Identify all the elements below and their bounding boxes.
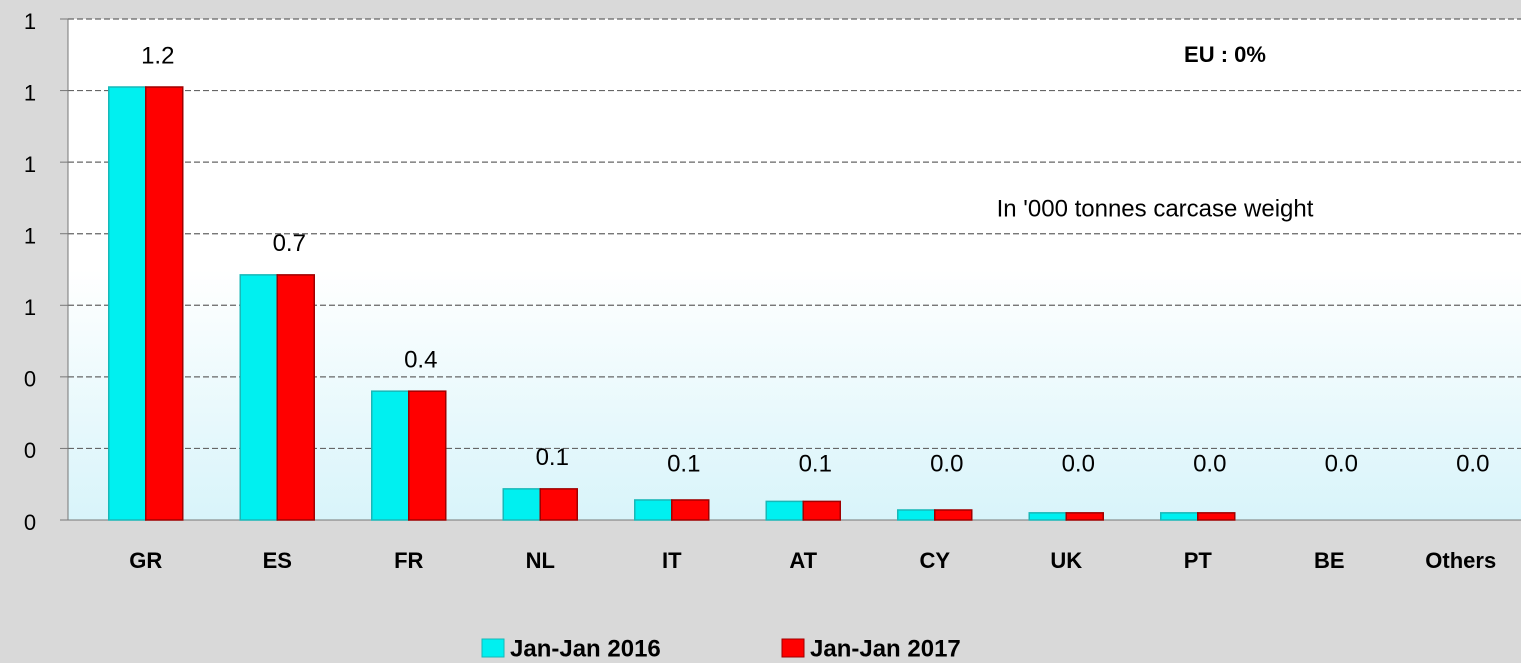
bar bbox=[239, 274, 278, 521]
x-tick-label: PT bbox=[1184, 548, 1213, 573]
y-tick-label: 0 bbox=[24, 367, 36, 392]
bar bbox=[108, 86, 147, 521]
bar bbox=[934, 509, 973, 521]
value-label: 0.0 bbox=[1456, 450, 1489, 477]
x-tick-label: FR bbox=[394, 548, 423, 573]
value-label: 0.0 bbox=[1325, 450, 1358, 477]
y-tick-label: 1 bbox=[24, 295, 36, 320]
legend-swatch bbox=[481, 638, 505, 658]
x-tick-label: UK bbox=[1050, 548, 1082, 573]
value-label: 0.0 bbox=[1062, 450, 1095, 477]
y-tick-label: 1 bbox=[24, 80, 36, 105]
legend-label: Jan-Jan 2017 bbox=[810, 635, 961, 662]
bar bbox=[276, 274, 315, 521]
x-tick-label: CY bbox=[919, 548, 950, 573]
bar bbox=[1065, 512, 1104, 521]
value-label: 0.1 bbox=[799, 450, 832, 477]
bar bbox=[1160, 512, 1199, 521]
value-label: 0.1 bbox=[536, 444, 569, 471]
value-label: 1.2 bbox=[141, 42, 174, 69]
bar bbox=[765, 500, 804, 521]
value-label: 0.1 bbox=[667, 450, 700, 477]
bar bbox=[802, 500, 841, 521]
y-tick-label: 1 bbox=[24, 152, 36, 177]
bar bbox=[145, 86, 184, 521]
legend-label: Jan-Jan 2016 bbox=[510, 635, 661, 662]
x-tick-label: GR bbox=[129, 548, 162, 573]
value-label: 0.7 bbox=[273, 230, 306, 257]
x-tick-label: NL bbox=[526, 548, 555, 573]
bar bbox=[1028, 512, 1067, 521]
y-tick-label: 1 bbox=[24, 224, 36, 249]
value-label: 0.0 bbox=[1193, 450, 1226, 477]
bar bbox=[671, 499, 710, 521]
value-label: 0.0 bbox=[930, 450, 963, 477]
bar bbox=[502, 488, 541, 521]
x-tick-label: AT bbox=[789, 548, 817, 573]
bar bbox=[897, 509, 936, 521]
x-tick-label: IT bbox=[662, 548, 682, 573]
value-label: 0.4 bbox=[404, 347, 437, 374]
annotation: EU : 0% bbox=[1184, 42, 1266, 67]
bar bbox=[634, 499, 673, 521]
legend-swatch bbox=[781, 638, 805, 658]
bar bbox=[1197, 512, 1236, 521]
y-tick-label: 0 bbox=[24, 438, 36, 463]
bar bbox=[371, 390, 410, 521]
y-tick-label: 1 bbox=[24, 9, 36, 34]
bar bbox=[539, 488, 578, 521]
y-tick-label: 0 bbox=[24, 510, 36, 535]
bar bbox=[408, 390, 447, 521]
x-tick-label: Others bbox=[1425, 548, 1496, 573]
x-tick-label: ES bbox=[263, 548, 292, 573]
annotation: In '000 tonnes carcase weight bbox=[997, 195, 1314, 222]
x-tick-label: BE bbox=[1314, 548, 1345, 573]
